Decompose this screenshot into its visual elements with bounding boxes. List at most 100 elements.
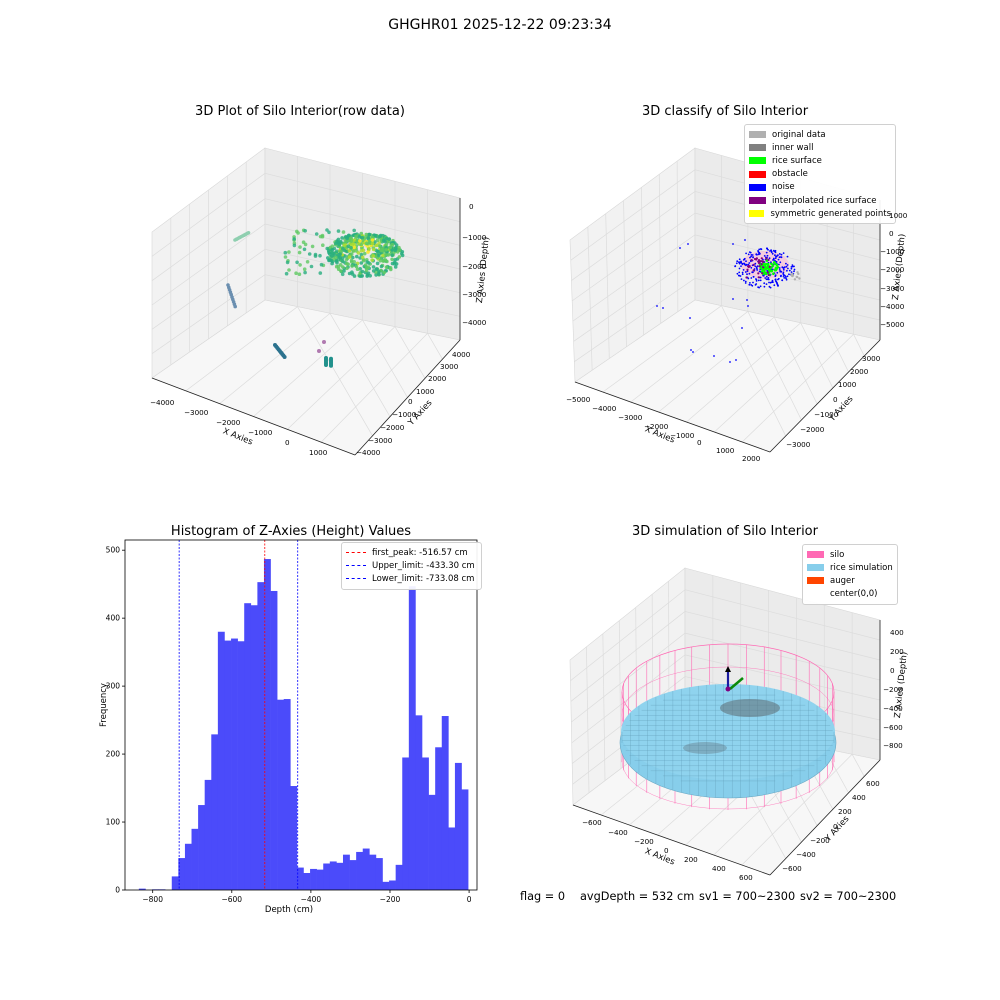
raw-ytick: 0 xyxy=(408,397,413,406)
noise-point xyxy=(744,282,747,284)
data-point xyxy=(357,235,362,239)
rice-depression xyxy=(683,742,727,754)
noise-point xyxy=(752,271,754,274)
histogram-bar xyxy=(336,862,344,890)
legend-swatch xyxy=(807,551,824,559)
noise-point xyxy=(738,258,741,261)
interpolated-point xyxy=(765,257,768,260)
noise-point xyxy=(746,299,748,301)
noise-point xyxy=(752,275,755,278)
noise-point xyxy=(759,270,762,273)
data-point xyxy=(358,239,362,243)
noise-point xyxy=(744,239,746,241)
interpolated-point xyxy=(760,263,763,266)
data-point xyxy=(317,349,321,353)
data-point xyxy=(296,231,300,235)
noise-point xyxy=(788,273,790,276)
data-point xyxy=(359,261,364,265)
histogram-bar xyxy=(316,869,324,890)
noise-point xyxy=(765,275,768,278)
interpolated-point xyxy=(748,265,751,268)
data-point xyxy=(388,245,393,250)
legend-label: noise xyxy=(772,182,795,193)
raw-ytick: −2000 xyxy=(380,423,405,432)
classify-xtick: −3000 xyxy=(618,413,643,422)
histogram-bar xyxy=(461,789,469,890)
grid-line xyxy=(747,311,802,421)
raw-xtick: −1000 xyxy=(248,428,273,437)
rice-surface xyxy=(619,684,837,799)
x-tick-label: −200 xyxy=(380,895,401,904)
data-point xyxy=(292,243,297,248)
noise-point xyxy=(776,271,779,274)
data-point xyxy=(399,251,404,256)
noise-point xyxy=(793,268,796,271)
axis-line xyxy=(769,759,881,876)
data-point xyxy=(325,246,330,251)
noise-point xyxy=(758,248,761,251)
noise-point xyxy=(738,267,741,270)
data-point xyxy=(375,267,379,271)
data-point xyxy=(347,255,352,259)
noise-point xyxy=(767,278,770,281)
noise-point xyxy=(782,272,785,275)
grid-line xyxy=(686,322,801,423)
grid-line xyxy=(694,212,881,261)
legend-swatch xyxy=(807,591,824,598)
data-point xyxy=(338,252,343,257)
noise-point xyxy=(770,249,772,252)
data-point xyxy=(385,259,389,264)
data-point xyxy=(381,253,385,258)
histogram-bar xyxy=(395,864,403,890)
data-point xyxy=(370,241,375,246)
classify-xtick: 1000 xyxy=(716,446,735,455)
data-point xyxy=(283,255,288,259)
data-point xyxy=(347,271,352,276)
rice-surface-point xyxy=(764,267,767,271)
grid-line xyxy=(684,611,881,661)
raw-xtick: −3000 xyxy=(184,408,209,417)
histogram-bar xyxy=(402,757,410,890)
raw-xtick: −2000 xyxy=(216,418,241,427)
noise-point xyxy=(750,284,752,286)
center-marker xyxy=(725,686,731,692)
simulation-xtick: −200 xyxy=(634,837,654,846)
grid-line xyxy=(570,611,686,702)
noise-point xyxy=(769,286,772,289)
data-point xyxy=(335,249,339,253)
raw-3d-plot xyxy=(151,147,461,456)
histogram-bar xyxy=(428,794,436,890)
noise-point xyxy=(734,265,736,268)
data-point xyxy=(350,264,354,268)
simulation-plot-title: 3D simulation of Silo Interior xyxy=(632,524,818,539)
legend-item: original data xyxy=(749,128,891,141)
data-point xyxy=(381,238,386,243)
grid-line xyxy=(714,328,828,433)
histogram-bar xyxy=(342,854,350,890)
histogram-bar xyxy=(184,843,192,890)
noise-point xyxy=(757,279,760,282)
noise-point xyxy=(756,265,759,267)
data-point xyxy=(387,237,392,241)
noise-point xyxy=(736,272,739,275)
interpolated-point xyxy=(757,259,761,262)
data-point xyxy=(341,259,345,264)
noise-point xyxy=(662,307,664,309)
grid-line xyxy=(800,322,834,389)
histogram-bar xyxy=(138,888,146,890)
classify-xtick: 0 xyxy=(697,438,702,447)
grid-line xyxy=(253,319,363,417)
noise-point xyxy=(750,255,752,258)
stats-avg-depth: avgDepth = 532 cm xyxy=(580,890,695,903)
legend-item: rice surface xyxy=(749,154,891,167)
noise-point xyxy=(746,273,748,276)
noise-point xyxy=(740,278,743,280)
grid-line xyxy=(773,316,818,405)
noise-point xyxy=(766,254,769,257)
histogram-bar xyxy=(362,848,370,890)
noise-point xyxy=(786,275,789,278)
grid-line xyxy=(587,226,593,371)
data-point xyxy=(309,264,314,269)
noise-point xyxy=(752,256,754,259)
data-point xyxy=(390,253,395,257)
